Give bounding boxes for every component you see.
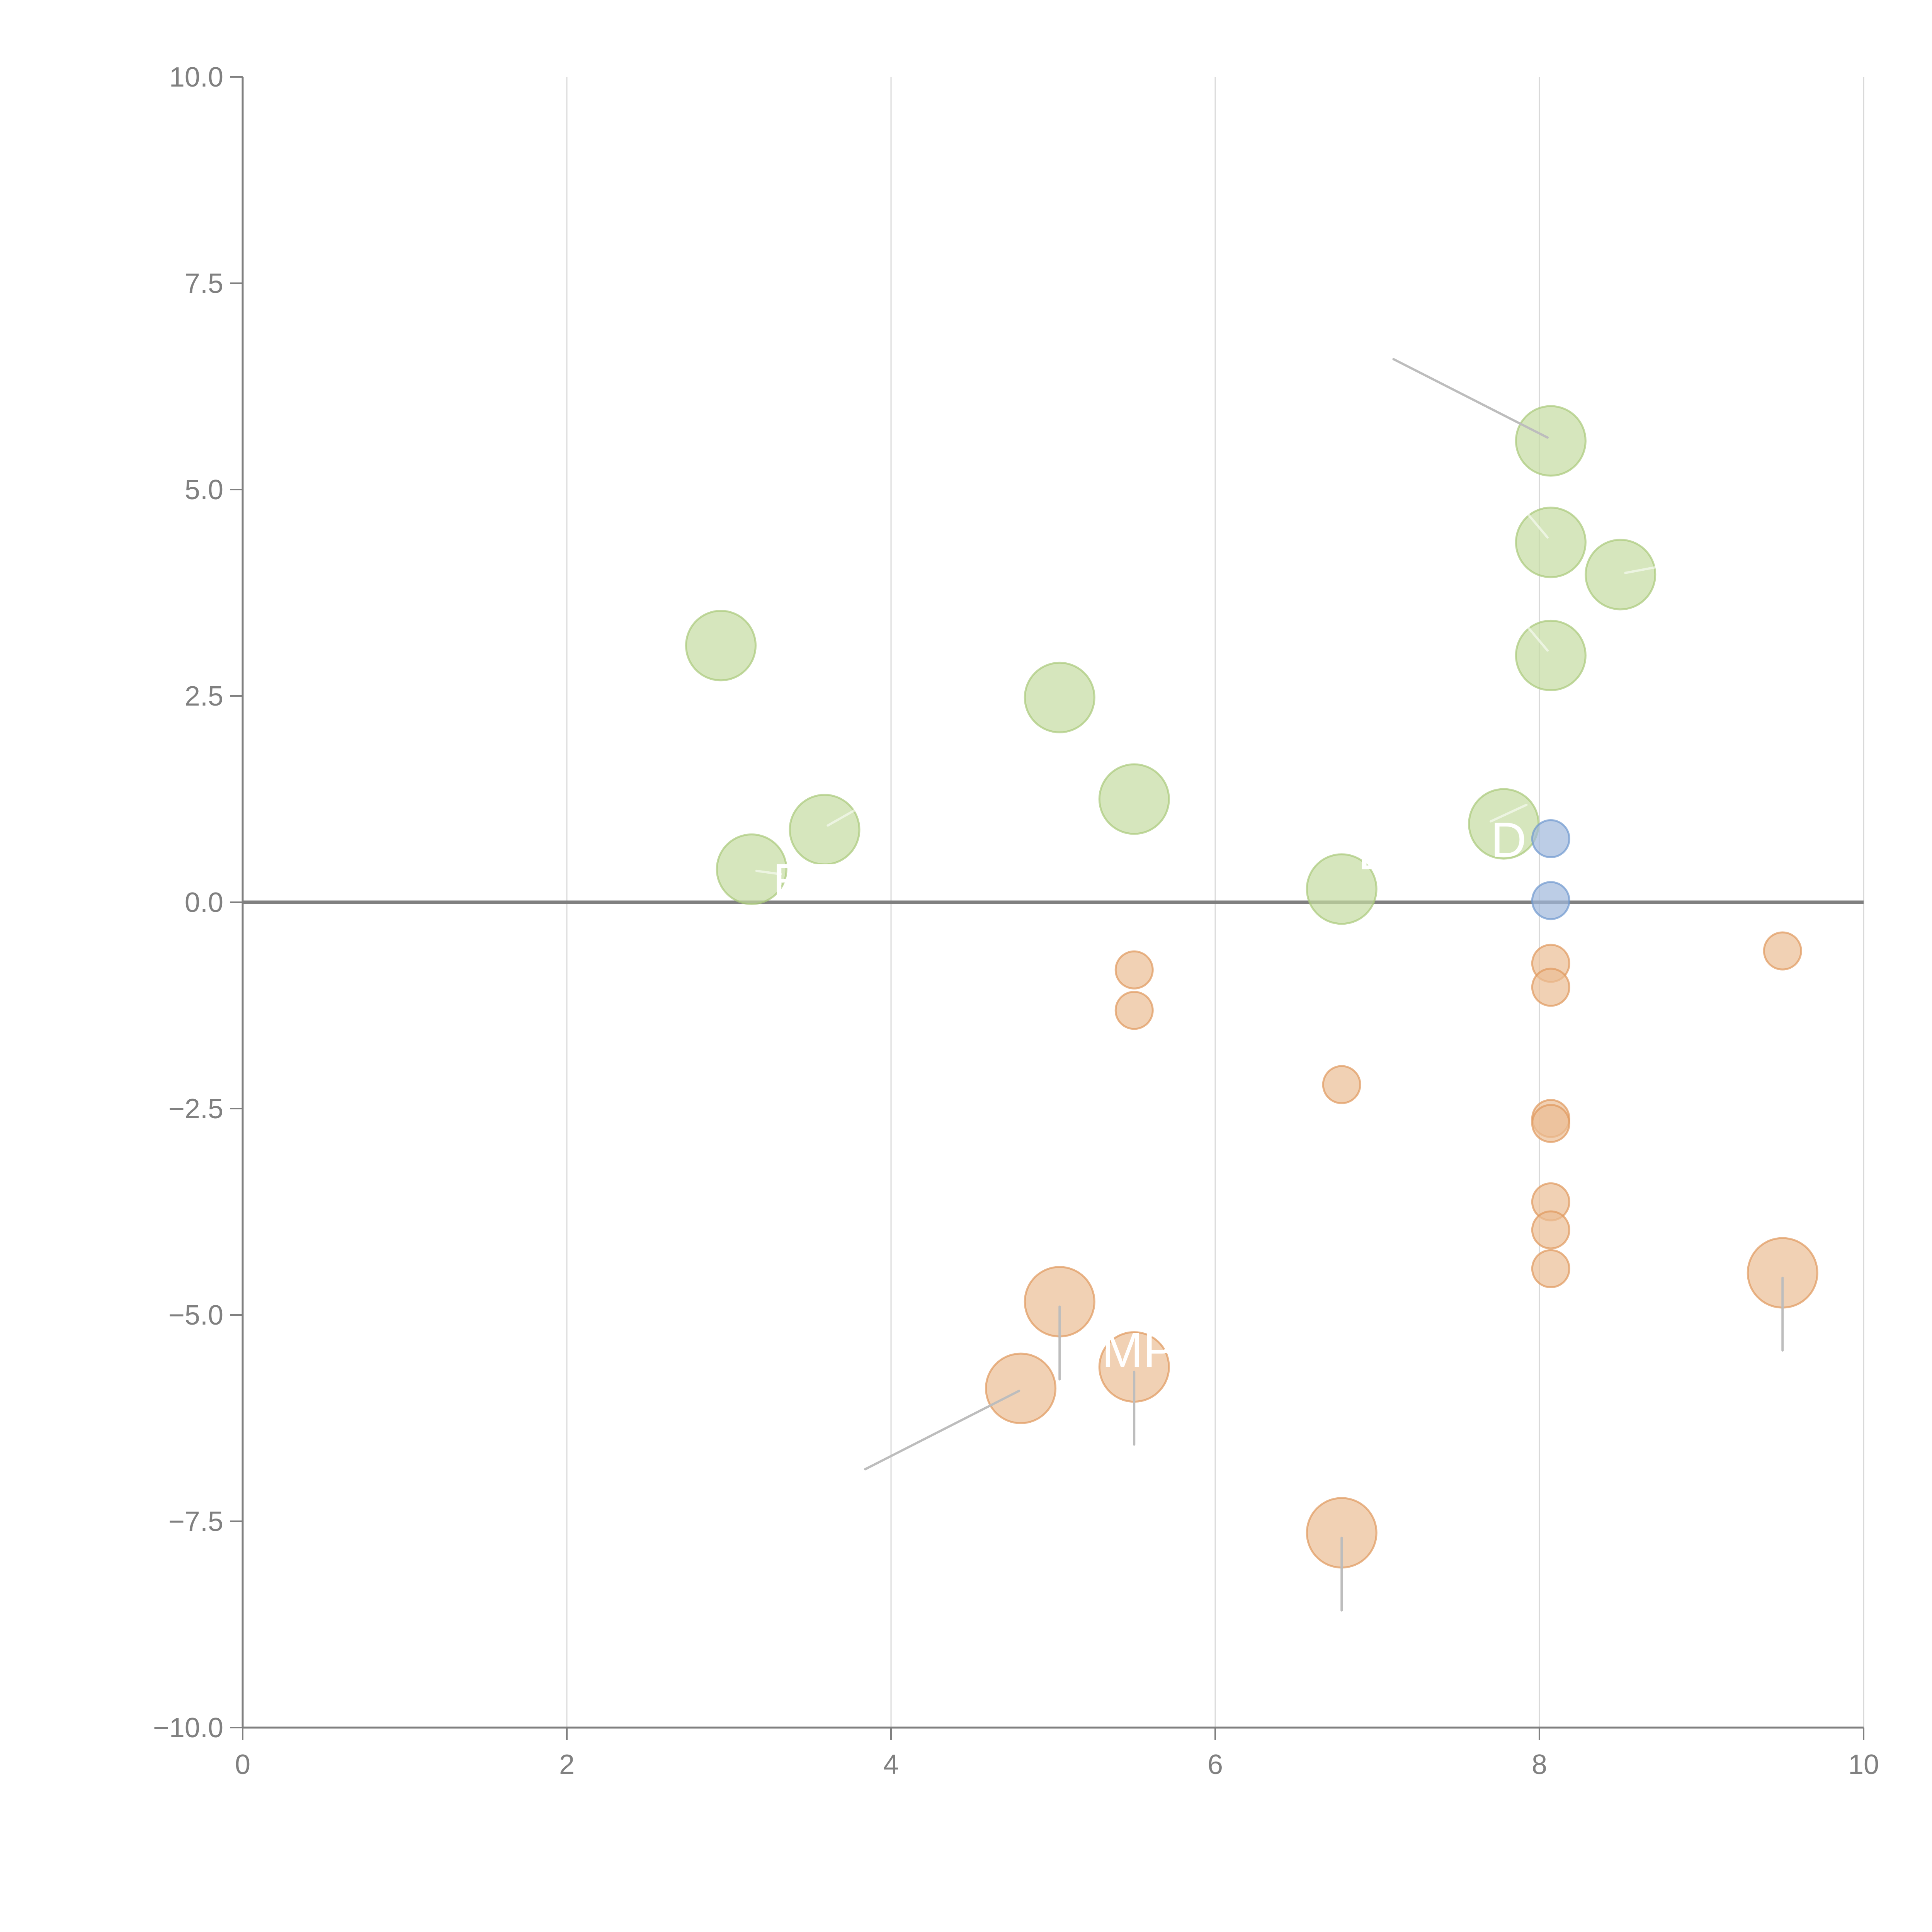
point-label: E [1358,825,1391,880]
leader-line [1527,626,1549,652]
x-axis-ticks: 0 2 4 6 8 10 [235,1728,1879,1780]
green-point [716,833,787,905]
green-point [789,794,861,866]
point-label: ET [773,854,836,909]
point-labels: MP D E ET [773,813,1527,1378]
x-tick-label: 6 [1208,1749,1223,1780]
leader-line [1527,513,1549,539]
green-point [1585,539,1656,611]
y-tick-label: 5.0 [185,474,223,505]
orange-point [1531,1210,1570,1250]
y-tick-label: 0.0 [185,887,223,918]
y-tick-label: −2.5 [168,1094,223,1124]
x-tick-label: 8 [1532,1749,1547,1780]
orange-point [1322,1065,1361,1104]
y-tick-label: −5.0 [168,1300,223,1331]
green-point [1024,662,1095,733]
y-tick-label: 2.5 [185,681,223,712]
point-label: MP [1102,1323,1176,1378]
x-tick-label: 0 [235,1749,250,1780]
y-axis-ticks: 10.0 7.5 5.0 2.5 0.0 −2.5 −5.0 −7.5 −10.0 [153,62,243,1743]
orange-point [1531,968,1570,1007]
leader-line [864,1389,1020,1471]
orange-point [1114,991,1154,1030]
leader-line [755,869,782,876]
green-point [1098,763,1170,835]
leader-line [1624,566,1658,574]
green-point [685,610,757,682]
data-points [685,405,1818,1569]
y-tick-label: −7.5 [168,1506,223,1537]
green-point [1515,619,1587,691]
orange-point [1531,1249,1570,1288]
x-tick-label: 10 [1848,1749,1879,1780]
x-tick-label: 2 [559,1749,575,1780]
blue-point [1531,819,1570,859]
green-point [1515,405,1587,477]
orange-point [985,1352,1057,1424]
x-tick-label: 4 [883,1749,899,1780]
leader-line [1490,803,1528,823]
blue-point [1531,881,1570,920]
orange-point [1763,931,1802,971]
y-tick-label: −10.0 [153,1713,223,1743]
orange-point [1531,1104,1570,1143]
orange-point [1114,950,1154,990]
green-point [1306,853,1378,925]
leader-line [1392,358,1549,439]
leader-lines [755,358,1784,1612]
point-label: D [1491,813,1526,868]
y-tick-label: 10.0 [169,62,223,93]
y-tick-label: 7.5 [185,268,223,299]
leader-line [827,808,857,827]
green-point [1515,507,1587,578]
